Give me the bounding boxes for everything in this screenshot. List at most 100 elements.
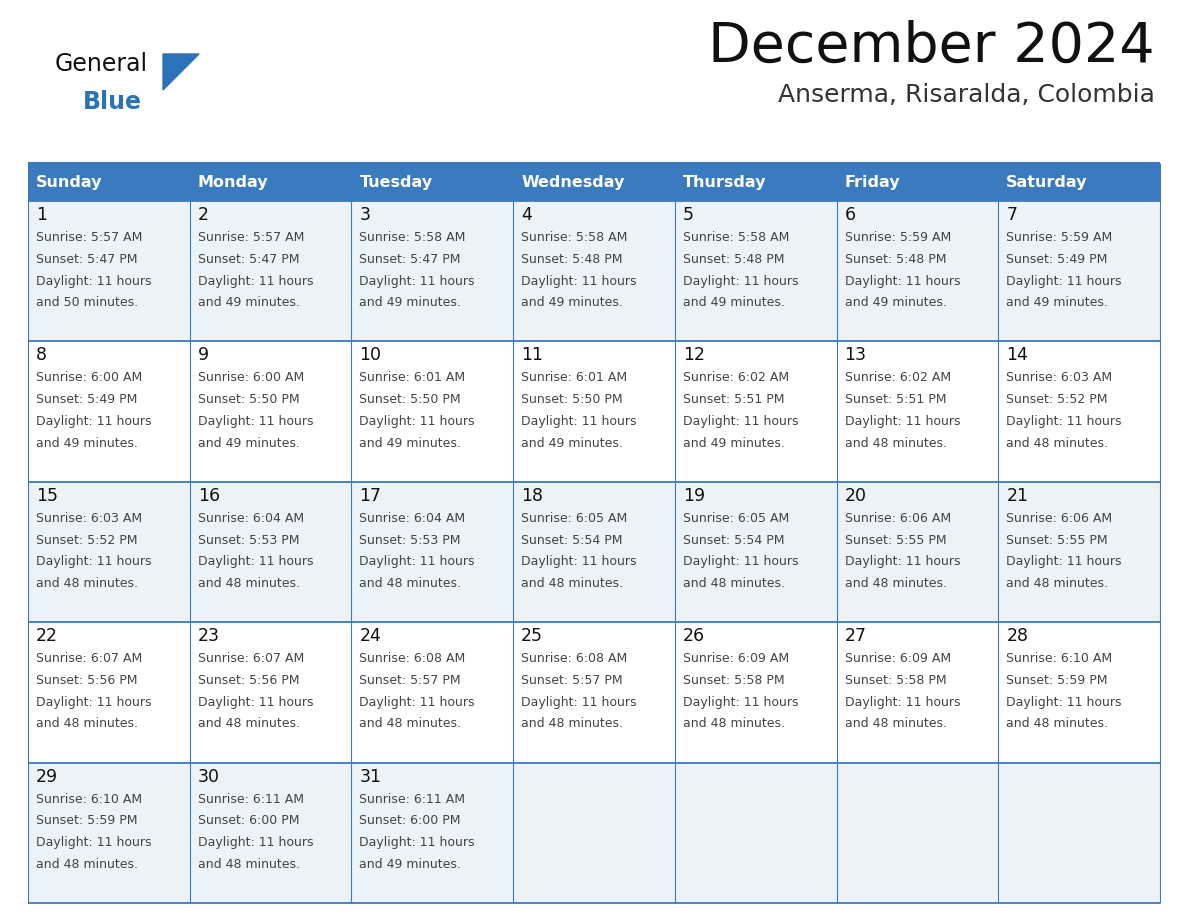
Text: Sunrise: 5:58 AM: Sunrise: 5:58 AM — [360, 231, 466, 244]
Text: Daylight: 11 hours: Daylight: 11 hours — [360, 836, 475, 849]
Text: and 49 minutes.: and 49 minutes. — [360, 858, 461, 871]
Text: Daylight: 11 hours: Daylight: 11 hours — [360, 696, 475, 709]
Text: and 48 minutes.: and 48 minutes. — [197, 577, 299, 590]
Text: Sunrise: 5:58 AM: Sunrise: 5:58 AM — [522, 231, 627, 244]
Text: Blue: Blue — [83, 90, 143, 114]
Text: 15: 15 — [36, 487, 58, 505]
Text: and 48 minutes.: and 48 minutes. — [845, 437, 947, 450]
Text: Daylight: 11 hours: Daylight: 11 hours — [845, 274, 960, 287]
Text: and 48 minutes.: and 48 minutes. — [360, 577, 461, 590]
Text: Sunrise: 5:57 AM: Sunrise: 5:57 AM — [197, 231, 304, 244]
Text: December 2024: December 2024 — [708, 20, 1155, 74]
Text: Daylight: 11 hours: Daylight: 11 hours — [522, 555, 637, 568]
Text: Sunset: 5:51 PM: Sunset: 5:51 PM — [845, 393, 946, 406]
Text: Sunrise: 6:01 AM: Sunrise: 6:01 AM — [360, 372, 466, 385]
Text: and 48 minutes.: and 48 minutes. — [522, 718, 624, 731]
Text: Daylight: 11 hours: Daylight: 11 hours — [360, 415, 475, 428]
Text: 28: 28 — [1006, 627, 1029, 645]
Text: Daylight: 11 hours: Daylight: 11 hours — [197, 836, 314, 849]
Text: Sunset: 5:48 PM: Sunset: 5:48 PM — [845, 252, 946, 266]
Text: and 48 minutes.: and 48 minutes. — [522, 577, 624, 590]
Text: 13: 13 — [845, 346, 866, 364]
Text: Daylight: 11 hours: Daylight: 11 hours — [845, 555, 960, 568]
Text: 12: 12 — [683, 346, 704, 364]
Text: Sunrise: 6:03 AM: Sunrise: 6:03 AM — [1006, 372, 1112, 385]
Text: and 50 minutes.: and 50 minutes. — [36, 297, 138, 309]
Text: and 48 minutes.: and 48 minutes. — [197, 858, 299, 871]
Text: Sunrise: 6:09 AM: Sunrise: 6:09 AM — [845, 652, 950, 666]
Text: Sunset: 5:53 PM: Sunset: 5:53 PM — [360, 533, 461, 546]
Bar — [513, 163, 675, 201]
Text: Sunrise: 6:11 AM: Sunrise: 6:11 AM — [197, 792, 304, 806]
Text: Sunset: 5:50 PM: Sunset: 5:50 PM — [197, 393, 299, 406]
Text: 5: 5 — [683, 206, 694, 224]
Text: Daylight: 11 hours: Daylight: 11 hours — [197, 415, 314, 428]
Text: Sunset: 5:47 PM: Sunset: 5:47 PM — [197, 252, 299, 266]
Text: Daylight: 11 hours: Daylight: 11 hours — [683, 274, 798, 287]
Text: 4: 4 — [522, 206, 532, 224]
Text: 31: 31 — [360, 767, 381, 786]
Bar — [29, 201, 1159, 341]
Text: and 48 minutes.: and 48 minutes. — [197, 718, 299, 731]
Text: Sunrise: 6:06 AM: Sunrise: 6:06 AM — [1006, 512, 1112, 525]
Text: Sunrise: 6:01 AM: Sunrise: 6:01 AM — [522, 372, 627, 385]
Text: 29: 29 — [36, 767, 58, 786]
Text: and 49 minutes.: and 49 minutes. — [1006, 297, 1108, 309]
Text: Sunrise: 5:59 AM: Sunrise: 5:59 AM — [845, 231, 950, 244]
Text: and 48 minutes.: and 48 minutes. — [683, 577, 785, 590]
Text: Sunset: 5:47 PM: Sunset: 5:47 PM — [360, 252, 461, 266]
Text: Sunset: 5:48 PM: Sunset: 5:48 PM — [522, 252, 623, 266]
Text: Daylight: 11 hours: Daylight: 11 hours — [197, 555, 314, 568]
Text: Daylight: 11 hours: Daylight: 11 hours — [360, 274, 475, 287]
Text: Monday: Monday — [197, 174, 268, 189]
Text: Sunrise: 6:09 AM: Sunrise: 6:09 AM — [683, 652, 789, 666]
Text: and 49 minutes.: and 49 minutes. — [522, 437, 623, 450]
Bar — [352, 163, 513, 201]
Text: Daylight: 11 hours: Daylight: 11 hours — [1006, 555, 1121, 568]
Text: Sunrise: 6:02 AM: Sunrise: 6:02 AM — [683, 372, 789, 385]
Bar — [998, 163, 1159, 201]
Text: 8: 8 — [36, 346, 48, 364]
Text: 16: 16 — [197, 487, 220, 505]
Text: 2: 2 — [197, 206, 209, 224]
Text: and 49 minutes.: and 49 minutes. — [197, 437, 299, 450]
Text: Sunset: 5:52 PM: Sunset: 5:52 PM — [1006, 393, 1107, 406]
Text: Sunset: 5:55 PM: Sunset: 5:55 PM — [1006, 533, 1108, 546]
Text: Sunrise: 6:07 AM: Sunrise: 6:07 AM — [197, 652, 304, 666]
Text: Sunset: 5:54 PM: Sunset: 5:54 PM — [683, 533, 784, 546]
Text: and 49 minutes.: and 49 minutes. — [683, 437, 785, 450]
Text: Sunset: 5:58 PM: Sunset: 5:58 PM — [683, 674, 784, 687]
Text: Sunset: 5:54 PM: Sunset: 5:54 PM — [522, 533, 623, 546]
Text: and 49 minutes.: and 49 minutes. — [360, 297, 461, 309]
Text: Sunset: 5:53 PM: Sunset: 5:53 PM — [197, 533, 299, 546]
Text: General: General — [55, 52, 148, 76]
Text: 9: 9 — [197, 346, 209, 364]
Text: 10: 10 — [360, 346, 381, 364]
Text: and 48 minutes.: and 48 minutes. — [1006, 718, 1108, 731]
Text: Daylight: 11 hours: Daylight: 11 hours — [522, 415, 637, 428]
Text: 1: 1 — [36, 206, 48, 224]
Text: and 48 minutes.: and 48 minutes. — [36, 718, 138, 731]
Bar — [29, 163, 190, 201]
Text: 23: 23 — [197, 627, 220, 645]
Text: Saturday: Saturday — [1006, 174, 1088, 189]
Text: 27: 27 — [845, 627, 866, 645]
Text: Sunset: 5:51 PM: Sunset: 5:51 PM — [683, 393, 784, 406]
Text: and 48 minutes.: and 48 minutes. — [36, 577, 138, 590]
Text: 21: 21 — [1006, 487, 1029, 505]
Text: Sunrise: 6:06 AM: Sunrise: 6:06 AM — [845, 512, 950, 525]
Text: 7: 7 — [1006, 206, 1017, 224]
Text: and 48 minutes.: and 48 minutes. — [360, 718, 461, 731]
Text: Sunset: 6:00 PM: Sunset: 6:00 PM — [197, 814, 299, 827]
Text: Sunset: 6:00 PM: Sunset: 6:00 PM — [360, 814, 461, 827]
Text: Friday: Friday — [845, 174, 901, 189]
Text: Wednesday: Wednesday — [522, 174, 625, 189]
Text: Daylight: 11 hours: Daylight: 11 hours — [36, 555, 152, 568]
Text: Daylight: 11 hours: Daylight: 11 hours — [36, 274, 152, 287]
Text: Sunday: Sunday — [36, 174, 102, 189]
Text: Sunrise: 6:05 AM: Sunrise: 6:05 AM — [683, 512, 789, 525]
Text: 26: 26 — [683, 627, 704, 645]
Text: Sunset: 5:57 PM: Sunset: 5:57 PM — [522, 674, 623, 687]
Text: and 49 minutes.: and 49 minutes. — [522, 297, 623, 309]
Text: and 49 minutes.: and 49 minutes. — [360, 437, 461, 450]
